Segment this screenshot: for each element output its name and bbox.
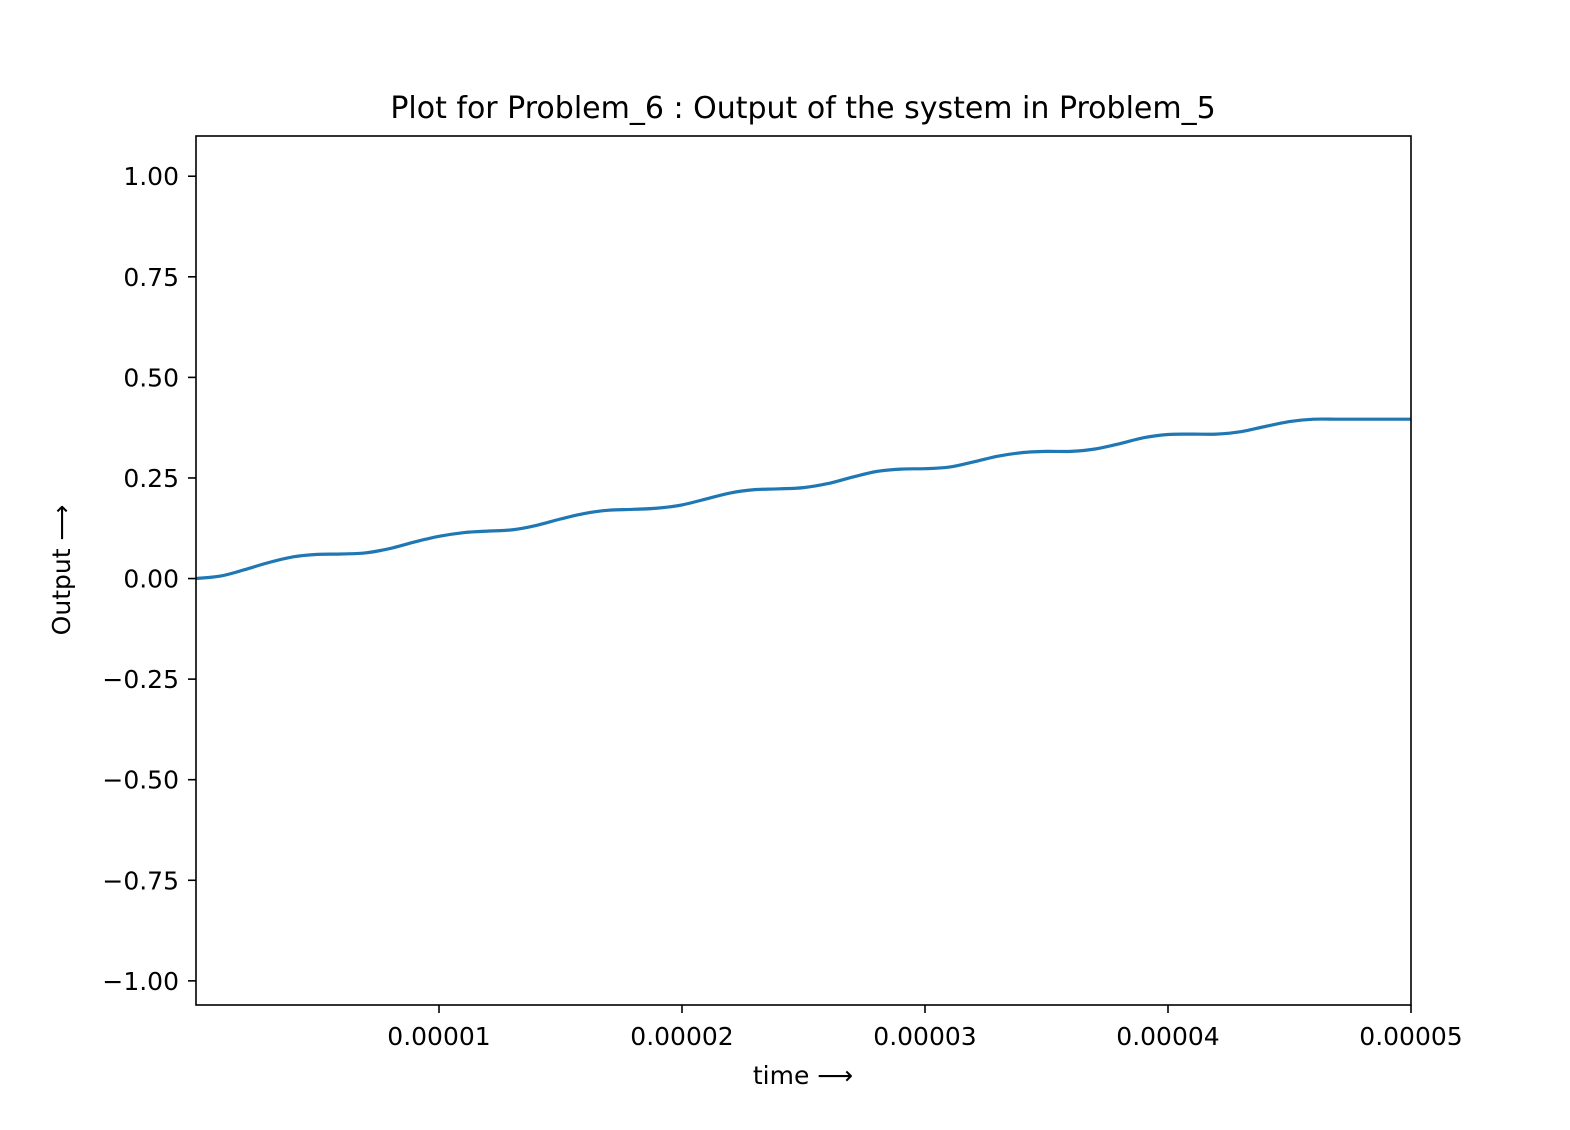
- y-tick-label: 0.50: [123, 363, 179, 392]
- y-tick-label: 0.25: [123, 464, 179, 493]
- y-tick-label: 0.00: [123, 565, 179, 594]
- x-axis-label: time ⟶: [753, 1061, 853, 1090]
- x-tick-label: 0.00005: [1359, 1022, 1462, 1051]
- x-tick-label: 0.00001: [387, 1022, 490, 1051]
- y-tick-label: 0.75: [123, 263, 179, 292]
- axes-frame: [195, 135, 1412, 1006]
- y-tick-label: 1.00: [123, 162, 179, 191]
- y-tick-label: −0.75: [102, 866, 179, 895]
- y-tick-label: −0.25: [102, 665, 179, 694]
- y-axis-label: Output ⟶: [47, 505, 76, 636]
- x-tick-label: 0.00002: [630, 1022, 733, 1051]
- y-tick-label: −1.00: [102, 967, 179, 996]
- x-tick-label: 0.00004: [1116, 1022, 1219, 1051]
- y-tick-label: −0.50: [102, 766, 179, 795]
- x-tick-label: 0.00003: [873, 1022, 976, 1051]
- x-axis: 0.00001 0.00002 0.00003 0.00004 0.00005: [387, 1005, 1463, 1051]
- chart-title: Plot for Problem_6 : Output of the syste…: [390, 91, 1215, 126]
- y-axis: 1.00 0.75 0.50 0.25 0.00 −0.25 −0.50 −0.75 −1.00: [102, 162, 196, 996]
- series-line: [195, 417, 1412, 581]
- plot-area: [195, 417, 1412, 581]
